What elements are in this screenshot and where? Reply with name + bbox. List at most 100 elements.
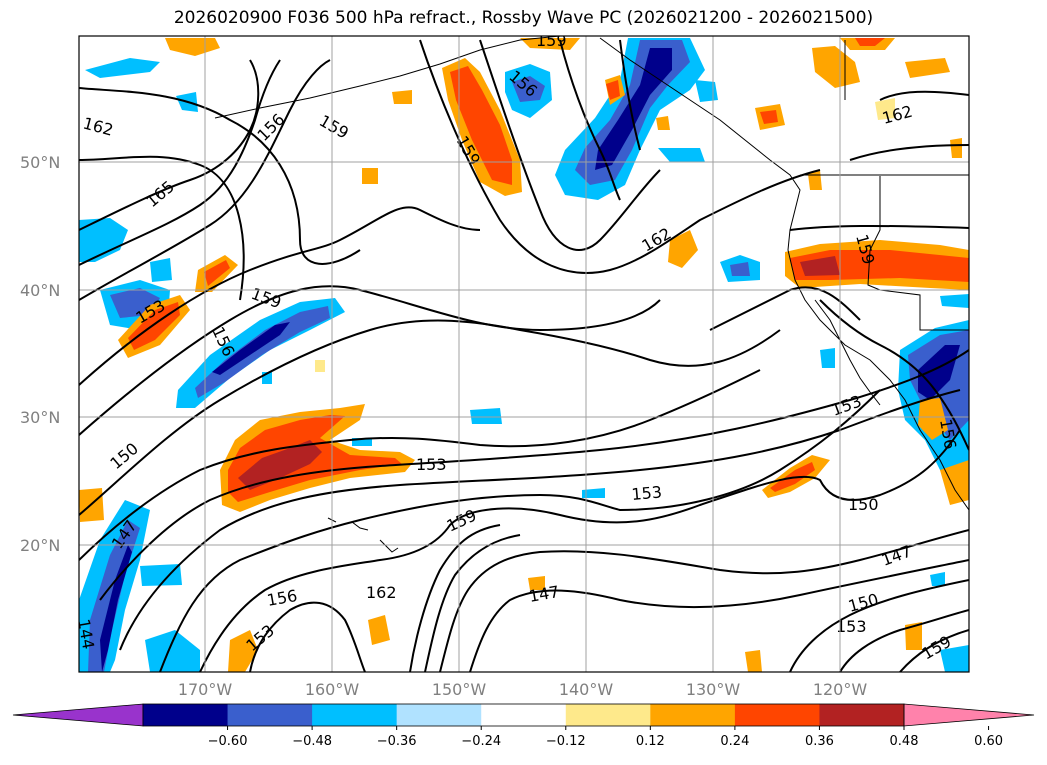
fill-region [668, 230, 698, 268]
contour-line [899, 629, 969, 672]
fill-region [930, 572, 945, 586]
fill-region [745, 650, 762, 672]
fill-region [450, 66, 512, 185]
fill-region [528, 576, 545, 590]
colorbar-tick-label: 0.60 [974, 734, 1003, 749]
fill-region [470, 408, 502, 424]
colorbar-cell [819, 704, 905, 726]
contour-line [159, 389, 881, 672]
fill-region [140, 564, 182, 586]
contour-line [419, 39, 821, 274]
graticule [79, 36, 969, 672]
lon-label-170w: 170°W [178, 680, 233, 699]
fill-region [85, 58, 160, 78]
lat-label-20n: 20°N [20, 536, 60, 555]
contour-label: 150 [848, 495, 879, 514]
colorbar-cell [565, 704, 651, 726]
colorbar-tick-label: 0.12 [636, 734, 665, 749]
contour-line [849, 144, 969, 161]
fill-region [905, 622, 922, 650]
contour-line [619, 39, 641, 151]
hawaii-island [351, 521, 369, 531]
fill-region [695, 80, 718, 102]
fill-region [204, 260, 230, 286]
fill-region [100, 545, 132, 672]
colorbar-tick-label: −0.36 [377, 734, 417, 749]
north-america-coast [599, 37, 969, 511]
colorbar-tick-label: −0.48 [292, 734, 332, 749]
colorbar-extend-low [12, 703, 144, 727]
fill-region [512, 76, 545, 102]
colorbar-cell [312, 704, 398, 726]
fill-region [315, 360, 325, 372]
contour-line [439, 529, 969, 672]
plot-frame [78, 35, 970, 673]
colorbar-extend-high [903, 703, 1035, 727]
lon-label-130w: 130°W [686, 680, 741, 699]
colorbar-cell [650, 704, 736, 726]
fill-region [195, 306, 330, 398]
contour-line [249, 601, 366, 672]
fill-region [145, 630, 200, 672]
contour-label: 153 [836, 617, 867, 636]
colorbar-cell [396, 704, 482, 726]
lat-label-40n: 40°N [20, 281, 60, 300]
colorbar-tick-label: −0.60 [208, 734, 248, 749]
contour-line [819, 299, 969, 451]
contour-line [79, 155, 245, 301]
fill-region [940, 645, 969, 672]
lat-label-50n: 50°N [20, 153, 60, 172]
fill-region [918, 398, 948, 440]
contour-line [99, 349, 969, 601]
contour-line [79, 87, 361, 265]
map-title: 2026020900 F036 500 hPa refract., Rossby… [173, 8, 874, 28]
contour-line [424, 534, 521, 672]
fill-region [820, 348, 835, 368]
colorbar-cell [481, 704, 567, 726]
fill-region [228, 630, 258, 672]
contour-line [559, 39, 621, 201]
contour-line [789, 224, 969, 231]
contour-line [839, 609, 969, 672]
colorbar-tick-label: 0.36 [805, 734, 834, 749]
lon-label-160w: 160°W [305, 680, 360, 699]
fill-region [238, 440, 322, 490]
fill-region [212, 322, 290, 375]
contour-line [879, 90, 969, 101]
contour-line [199, 429, 961, 672]
contour-line [409, 524, 501, 672]
contour-label: 144 [74, 617, 98, 650]
fill-region [362, 168, 378, 184]
fill-region [520, 38, 580, 50]
colorbar-tick-label: 0.48 [890, 734, 919, 749]
state-borders [867, 176, 969, 331]
fill-region [800, 256, 840, 276]
colorbar-tick-label: −0.24 [461, 734, 501, 749]
baja-peninsula [814, 299, 881, 406]
contour-label: 162 [366, 583, 397, 602]
fill-region [658, 148, 705, 162]
fill-region [606, 80, 620, 100]
fill-region [905, 58, 950, 78]
fill-region [392, 90, 412, 104]
coastlines [214, 36, 969, 553]
contour-line [79, 59, 260, 231]
fill-region [918, 345, 960, 400]
longitude-labels: 170°W 160°W 150°W 140°W 130°W 120°W [178, 680, 868, 699]
colorbar-outline [142, 703, 905, 727]
contour-label: 153 [631, 482, 663, 504]
fill-region [940, 294, 969, 308]
fill-region [950, 138, 962, 158]
lon-label-120w: 120°W [813, 680, 868, 699]
colorbar: −0.60 −0.48 −0.36 −0.24 −0.12 0.12 0.24 0.36 0.4… [12, 703, 1035, 749]
fill-region [940, 460, 969, 505]
fill-region [656, 116, 670, 130]
contour-label: 159 [536, 31, 567, 50]
contour-line [469, 559, 969, 672]
contour-line [789, 579, 969, 672]
contour-line [479, 39, 661, 251]
fill-region [760, 110, 778, 124]
colorbar-cell [143, 704, 229, 726]
colorbar-tick-label: 0.24 [720, 734, 749, 749]
